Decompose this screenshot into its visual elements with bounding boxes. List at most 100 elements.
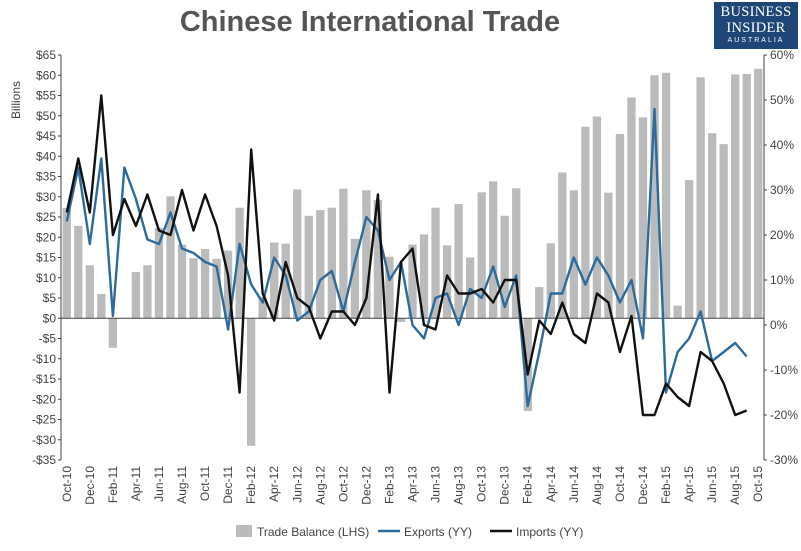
left-tick-label: $15: [36, 251, 56, 265]
x-tick-label: Feb-11: [106, 466, 120, 503]
logo-line-2: INSIDER: [726, 20, 786, 36]
trade-balance-bar: [581, 126, 590, 319]
x-tick-label: Feb-13: [383, 466, 397, 504]
trade-balance-bar: [108, 318, 118, 348]
trade-balance-bar: [97, 293, 106, 319]
x-tick-label: Jun-13: [429, 466, 443, 503]
trade-balance-bar: [661, 72, 671, 319]
left-tick-label: $35: [36, 170, 56, 184]
y-axis-title-left: Billions: [9, 81, 23, 119]
legend-label-trade-balance: Trade Balance (LHS): [257, 525, 369, 539]
trade-balance-bar: [558, 172, 567, 319]
left-tick-label: -$25: [32, 413, 56, 427]
left-tick-label: $65: [36, 48, 56, 62]
trade-balance-bar: [719, 144, 728, 319]
left-tick-label: -$5: [39, 332, 57, 346]
x-tick-label: Apr-15: [682, 466, 696, 502]
right-tick-label: 0%: [770, 318, 788, 332]
left-tick-label: $20: [36, 230, 56, 244]
left-tick-label: $30: [36, 190, 56, 204]
trade-balance-bar: [684, 180, 694, 319]
x-tick-label: Feb-14: [521, 466, 535, 504]
trade-balance-bar: [131, 272, 141, 319]
x-tick-label: Aug-14: [590, 466, 604, 505]
trade-balance-bar: [385, 256, 394, 319]
x-tick-label: Oct-11: [198, 466, 212, 501]
right-tick-label: 60%: [770, 48, 794, 62]
x-tick-label: Apr-11: [129, 466, 143, 501]
left-tick-label: $40: [36, 149, 56, 163]
right-tick-label: 50%: [770, 93, 794, 107]
trade-balance-bar: [754, 68, 763, 319]
trade-balance-bar: [154, 227, 164, 319]
business-insider-logo: BUSINESS INSIDER AUSTRALIA: [714, 2, 798, 49]
right-tick-label: -20%: [770, 408, 798, 422]
left-tick-label: -$15: [32, 372, 56, 386]
legend: Trade Balance (LHS) Exports (YY) Imports (…: [236, 525, 583, 539]
x-tick-label: Jun-15: [705, 466, 719, 503]
trade-balance-bar: [177, 244, 187, 319]
legend-label-exports: Exports (YY): [404, 525, 472, 539]
trade-balance-bar: [281, 243, 290, 319]
x-tick-label: Oct-14: [613, 466, 627, 502]
trade-balance-bar: [431, 207, 440, 319]
trade-balance-bar: [143, 265, 152, 319]
trade-balance-bar: [604, 192, 613, 319]
trade-balance-bar: [546, 243, 555, 319]
trade-balance-bar: [350, 238, 360, 319]
logo-line-3: AUSTRALIA: [727, 37, 785, 44]
trade-balance-bar: [339, 188, 348, 319]
x-tick-label: Oct-13: [475, 466, 489, 502]
x-tick-label: Oct-10: [60, 466, 74, 502]
trade-balance-bar: [650, 75, 659, 319]
lines-layer: [65, 94, 748, 417]
right-tick-label: 10%: [770, 273, 794, 287]
trade-balance-bar: [742, 74, 751, 319]
trade-balance-bar: [569, 190, 578, 319]
trade-balance-bar: [85, 265, 94, 319]
trade-balance-bar: [200, 248, 210, 319]
trade-balance-bar: [454, 204, 463, 319]
x-tick-label: Aug-15: [728, 466, 742, 505]
trade-balance-bar: [500, 215, 509, 319]
x-tick-label: Feb-12: [244, 466, 258, 504]
trade-balance-bar: [419, 234, 429, 319]
x-tick-label: Oct-12: [336, 466, 350, 502]
trade-balance-bar: [212, 258, 221, 319]
trade-balance-bar: [627, 97, 636, 319]
legend-label-imports: Imports (YY): [516, 525, 583, 539]
logo-line-1: BUSINESS: [720, 4, 792, 20]
left-tick-label: $50: [36, 109, 56, 123]
left-tick-label: $60: [36, 68, 56, 82]
legend-swatch-trade-balance: [236, 525, 252, 537]
trade-balance-bar: [523, 318, 532, 411]
trade-balance-bar: [512, 188, 521, 319]
trade-balance-bar: [707, 133, 717, 319]
right-tick-label: 40%: [770, 138, 794, 152]
trade-balance-bar: [62, 208, 71, 319]
left-tick-label: -$20: [32, 392, 56, 406]
left-tick-label: -$35: [32, 453, 56, 467]
x-tick-label: Jun-14: [567, 466, 581, 503]
x-tick-label: Apr-13: [406, 466, 420, 502]
chart-title: Chinese International Trade: [179, 6, 561, 38]
left-tick-label: $10: [36, 271, 56, 285]
x-tick-label: Dec-14: [636, 466, 650, 505]
left-tick-label: -$10: [32, 352, 56, 366]
trade-balance-bar: [373, 199, 383, 319]
trade-balance-bar: [489, 181, 498, 319]
right-tick-label: 30%: [770, 183, 794, 197]
trade-balance-bar: [696, 77, 705, 319]
right-tick-label: 20%: [770, 228, 794, 242]
ticks-layer: -$35 -$30 -$25 -$20 -$15 -$10 -$5 $0 $5 $10 $15 $20…: [32, 48, 798, 505]
trade-balance-bar: [638, 117, 648, 319]
trade-balance-bar: [74, 225, 83, 319]
trade-balance-bar: [408, 244, 417, 319]
trade-balance-bar: [270, 242, 279, 319]
x-tick-label: Dec-11: [221, 466, 235, 504]
trade-balance-bar: [316, 210, 325, 319]
right-tick-label: -10%: [770, 363, 798, 377]
x-tick-label: Jun-11: [152, 466, 166, 502]
left-tick-label: $5: [43, 291, 57, 305]
trade-balance-bar: [362, 190, 371, 319]
